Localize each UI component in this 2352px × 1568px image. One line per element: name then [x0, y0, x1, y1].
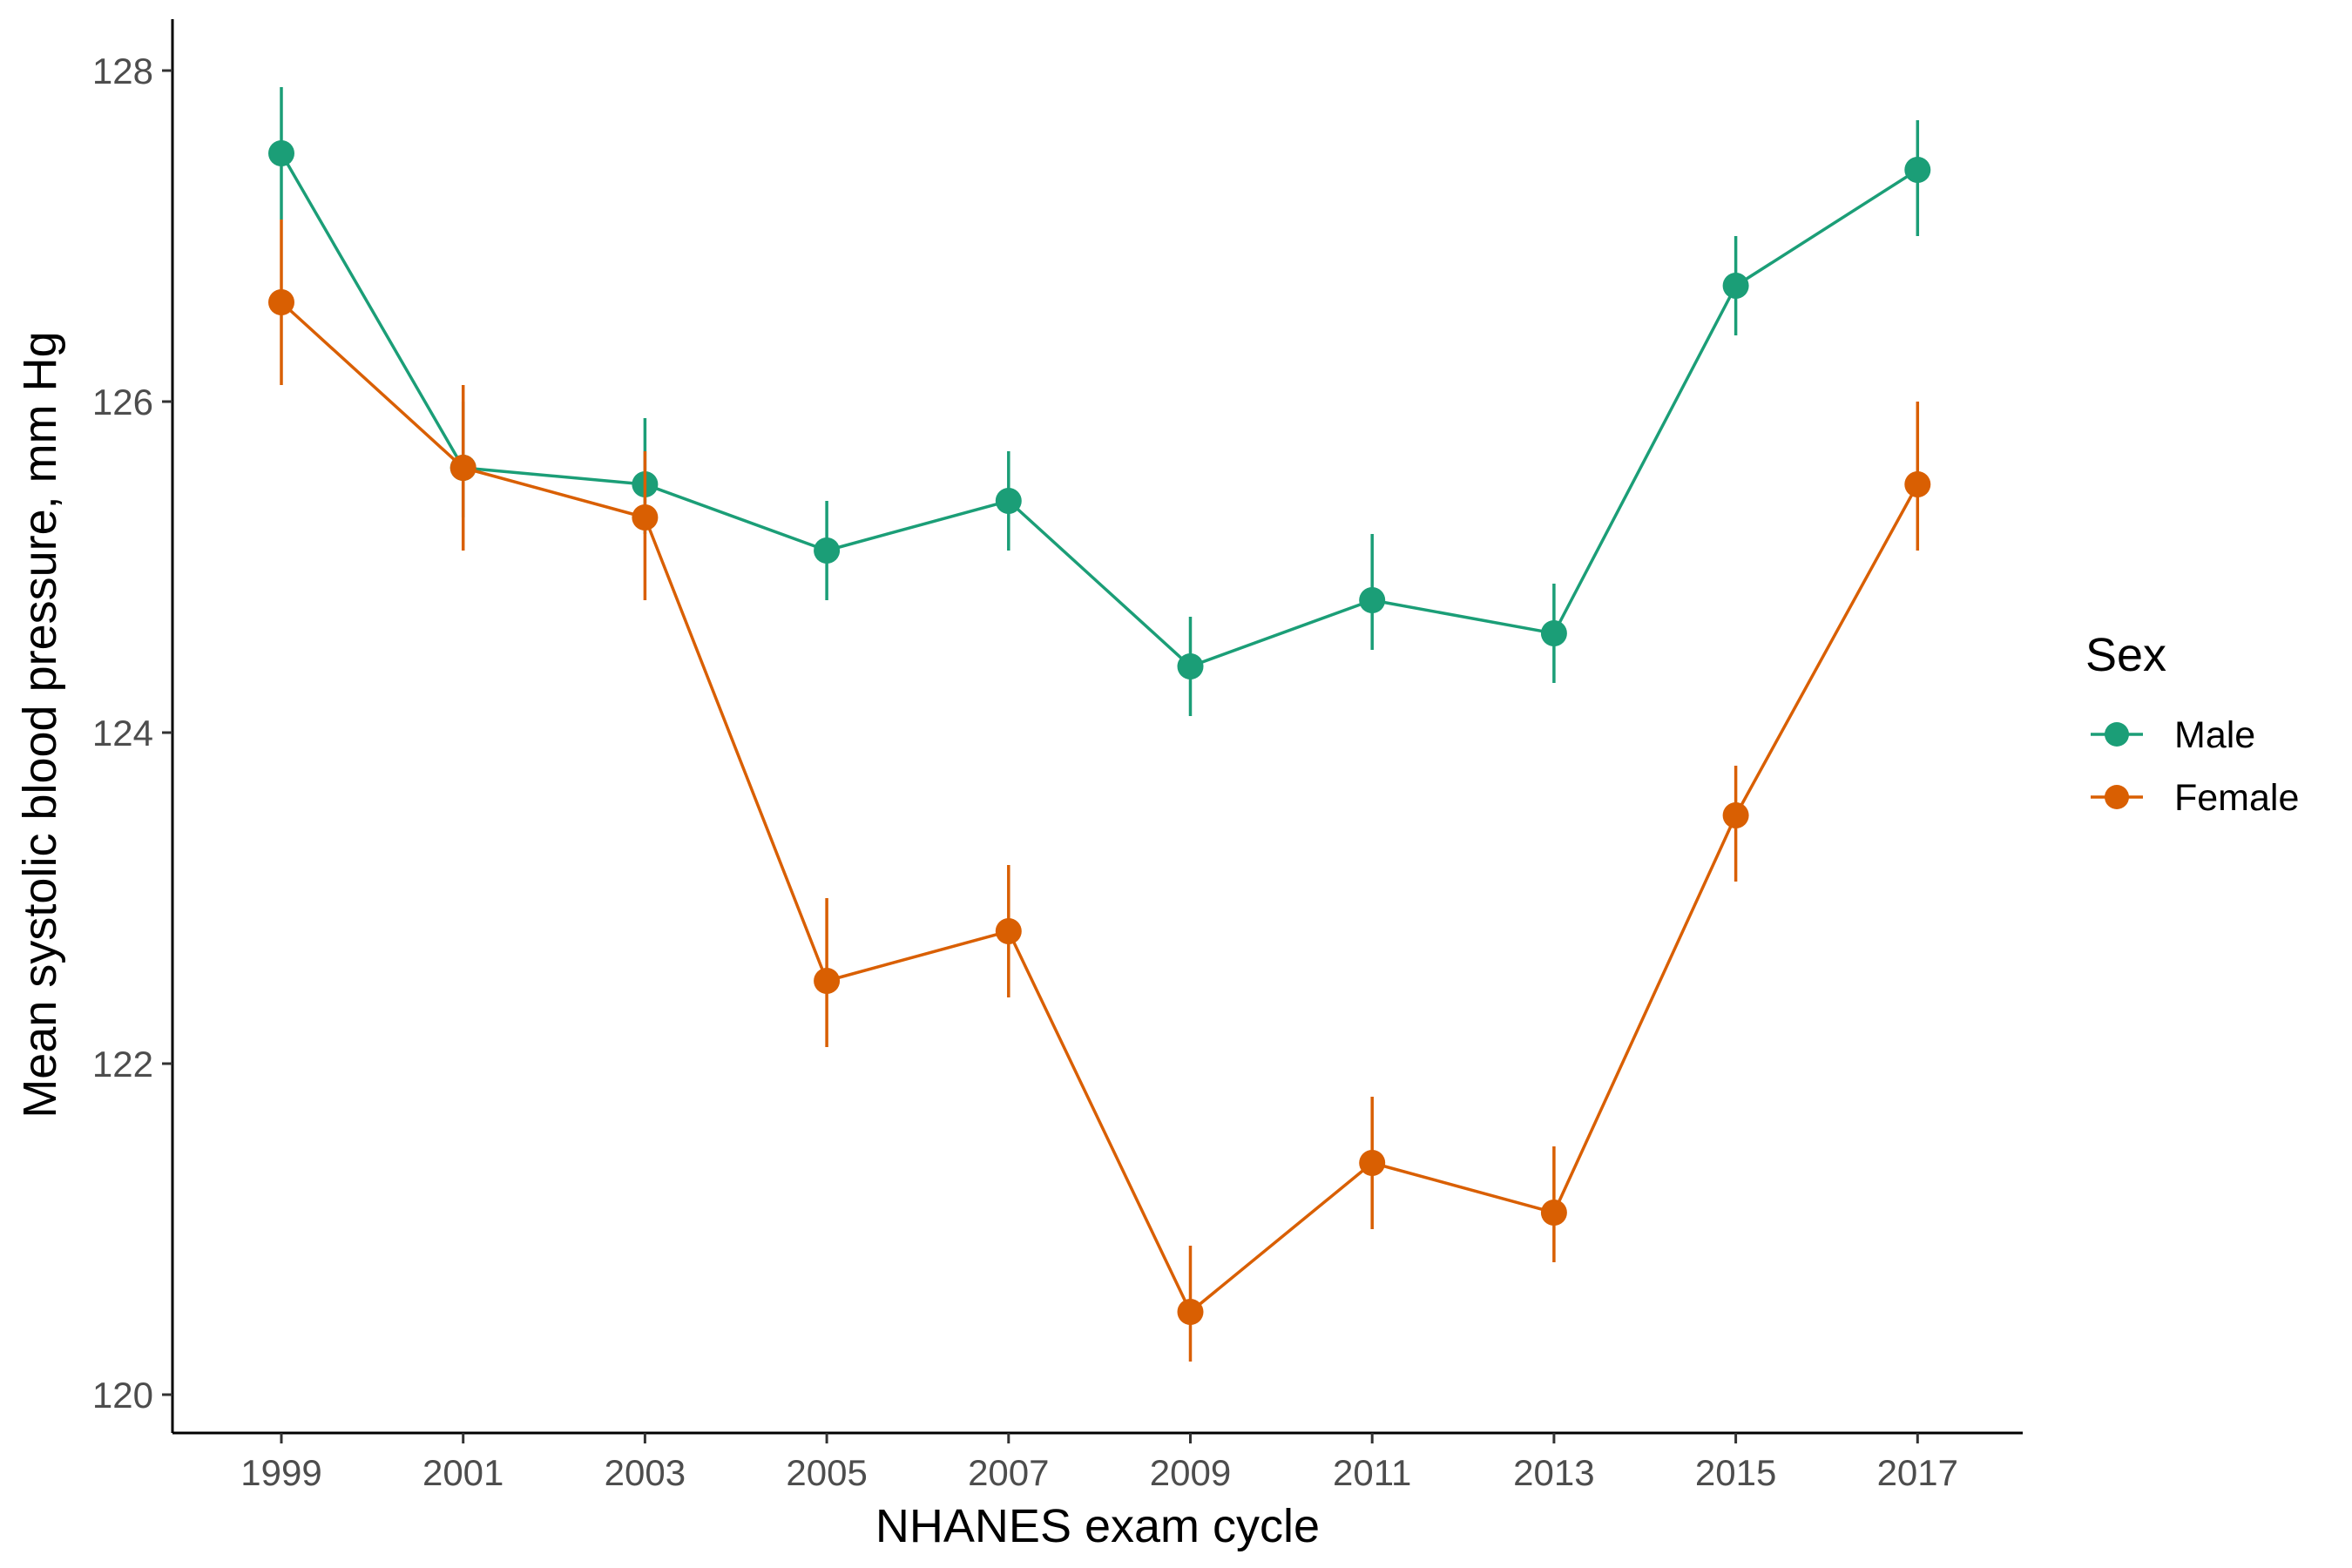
x-tick-label: 2003 [605, 1452, 686, 1493]
y-tick-label: 124 [92, 713, 153, 754]
legend-key-point [2105, 722, 2129, 747]
legend: Sex Male Female [2085, 629, 2299, 819]
x-tick-label: 2005 [786, 1452, 867, 1493]
x-tick-label: 2013 [1513, 1452, 1594, 1493]
y-axis-title: Mean systolic blood pressure, mm Hg [14, 331, 66, 1118]
series-male [268, 87, 1931, 716]
data-point [1177, 1299, 1204, 1325]
series-line-male [280, 152, 1919, 668]
data-point [1540, 1200, 1567, 1226]
x-tick-label: 2011 [1333, 1452, 1411, 1493]
x-tick-label: 1999 [240, 1452, 321, 1493]
series-line-female [280, 301, 1919, 1314]
data-point [1359, 1150, 1386, 1176]
data-point [1904, 157, 1931, 183]
y-axis-ticks: 120 122 124 126 128 [92, 51, 172, 1416]
y-tick-label: 122 [92, 1044, 153, 1085]
data-point [632, 504, 659, 531]
y-tick-label: 120 [92, 1375, 153, 1416]
x-tick-label: 2015 [1695, 1452, 1776, 1493]
legend-title: Sex [2085, 629, 2166, 681]
data-point [1359, 587, 1386, 613]
data-point [1177, 653, 1204, 679]
data-point [1904, 471, 1931, 497]
legend-item-female: Female [2091, 777, 2299, 819]
data-point [995, 918, 1022, 944]
data-point [814, 968, 841, 994]
series-layer [268, 87, 1931, 1362]
y-tick-label: 126 [92, 382, 153, 422]
x-tick-label: 2001 [422, 1452, 504, 1493]
x-axis-ticks: 1999 2001 2003 2005 2007 2009 2011 2013 2015 2017 [240, 1433, 1958, 1493]
legend-label-female: Female [2174, 777, 2299, 819]
series-female [268, 220, 1931, 1362]
y-tick-label: 128 [92, 51, 153, 91]
data-point [268, 289, 294, 315]
legend-key-point [2105, 785, 2129, 809]
x-tick-label: 2009 [1150, 1452, 1231, 1493]
data-point [1722, 802, 1749, 828]
data-point [814, 537, 841, 564]
x-axis-title: NHANES exam cycle [875, 1500, 1320, 1552]
legend-label-male: Male [2174, 714, 2255, 756]
data-point [1722, 273, 1749, 299]
data-point [449, 455, 476, 481]
x-tick-label: 2007 [968, 1452, 1049, 1493]
legend-item-male: Male [2091, 714, 2255, 756]
data-point [995, 488, 1022, 514]
data-point [1540, 620, 1567, 646]
data-point [268, 140, 294, 166]
x-tick-label: 2017 [1877, 1452, 1958, 1493]
